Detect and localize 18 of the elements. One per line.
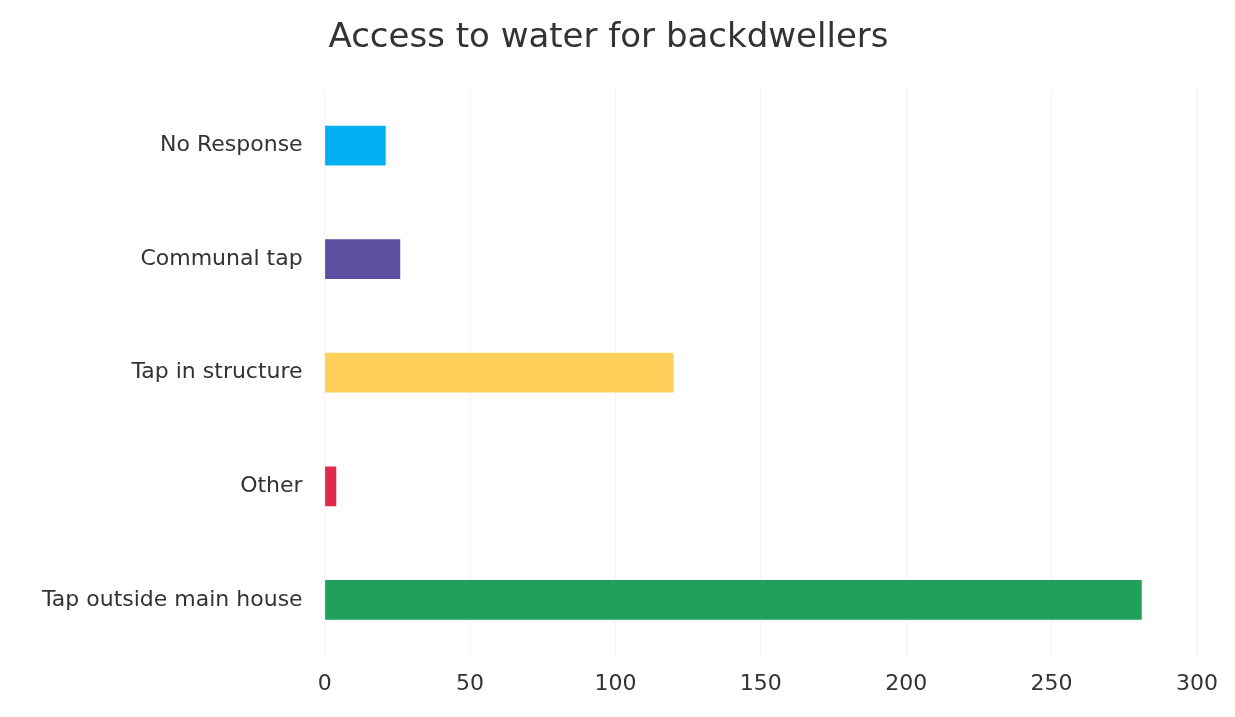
x-tick-label: 100	[594, 669, 637, 695]
bar	[325, 125, 386, 166]
x-tick-label: 0	[317, 669, 332, 695]
x-tick-label: 300	[1176, 669, 1218, 695]
x-tick-label: 250	[1030, 669, 1073, 695]
bar	[325, 239, 401, 280]
y-tick-label: Tap outside main house	[41, 585, 303, 611]
x-tick-label: 50	[456, 669, 485, 695]
y-tick-label: Communal tap	[140, 244, 303, 270]
bar	[325, 579, 1142, 620]
chart-title: Access to water for backdwellers	[328, 15, 889, 56]
y-tick-label: Tap in structure	[130, 358, 303, 384]
x-tick-label: 150	[739, 669, 782, 695]
y-tick-label: Other	[240, 471, 304, 497]
bar	[325, 466, 337, 507]
x-tick-label: 200	[885, 669, 928, 695]
bar	[325, 352, 674, 393]
y-tick-label: No Response	[160, 131, 303, 157]
